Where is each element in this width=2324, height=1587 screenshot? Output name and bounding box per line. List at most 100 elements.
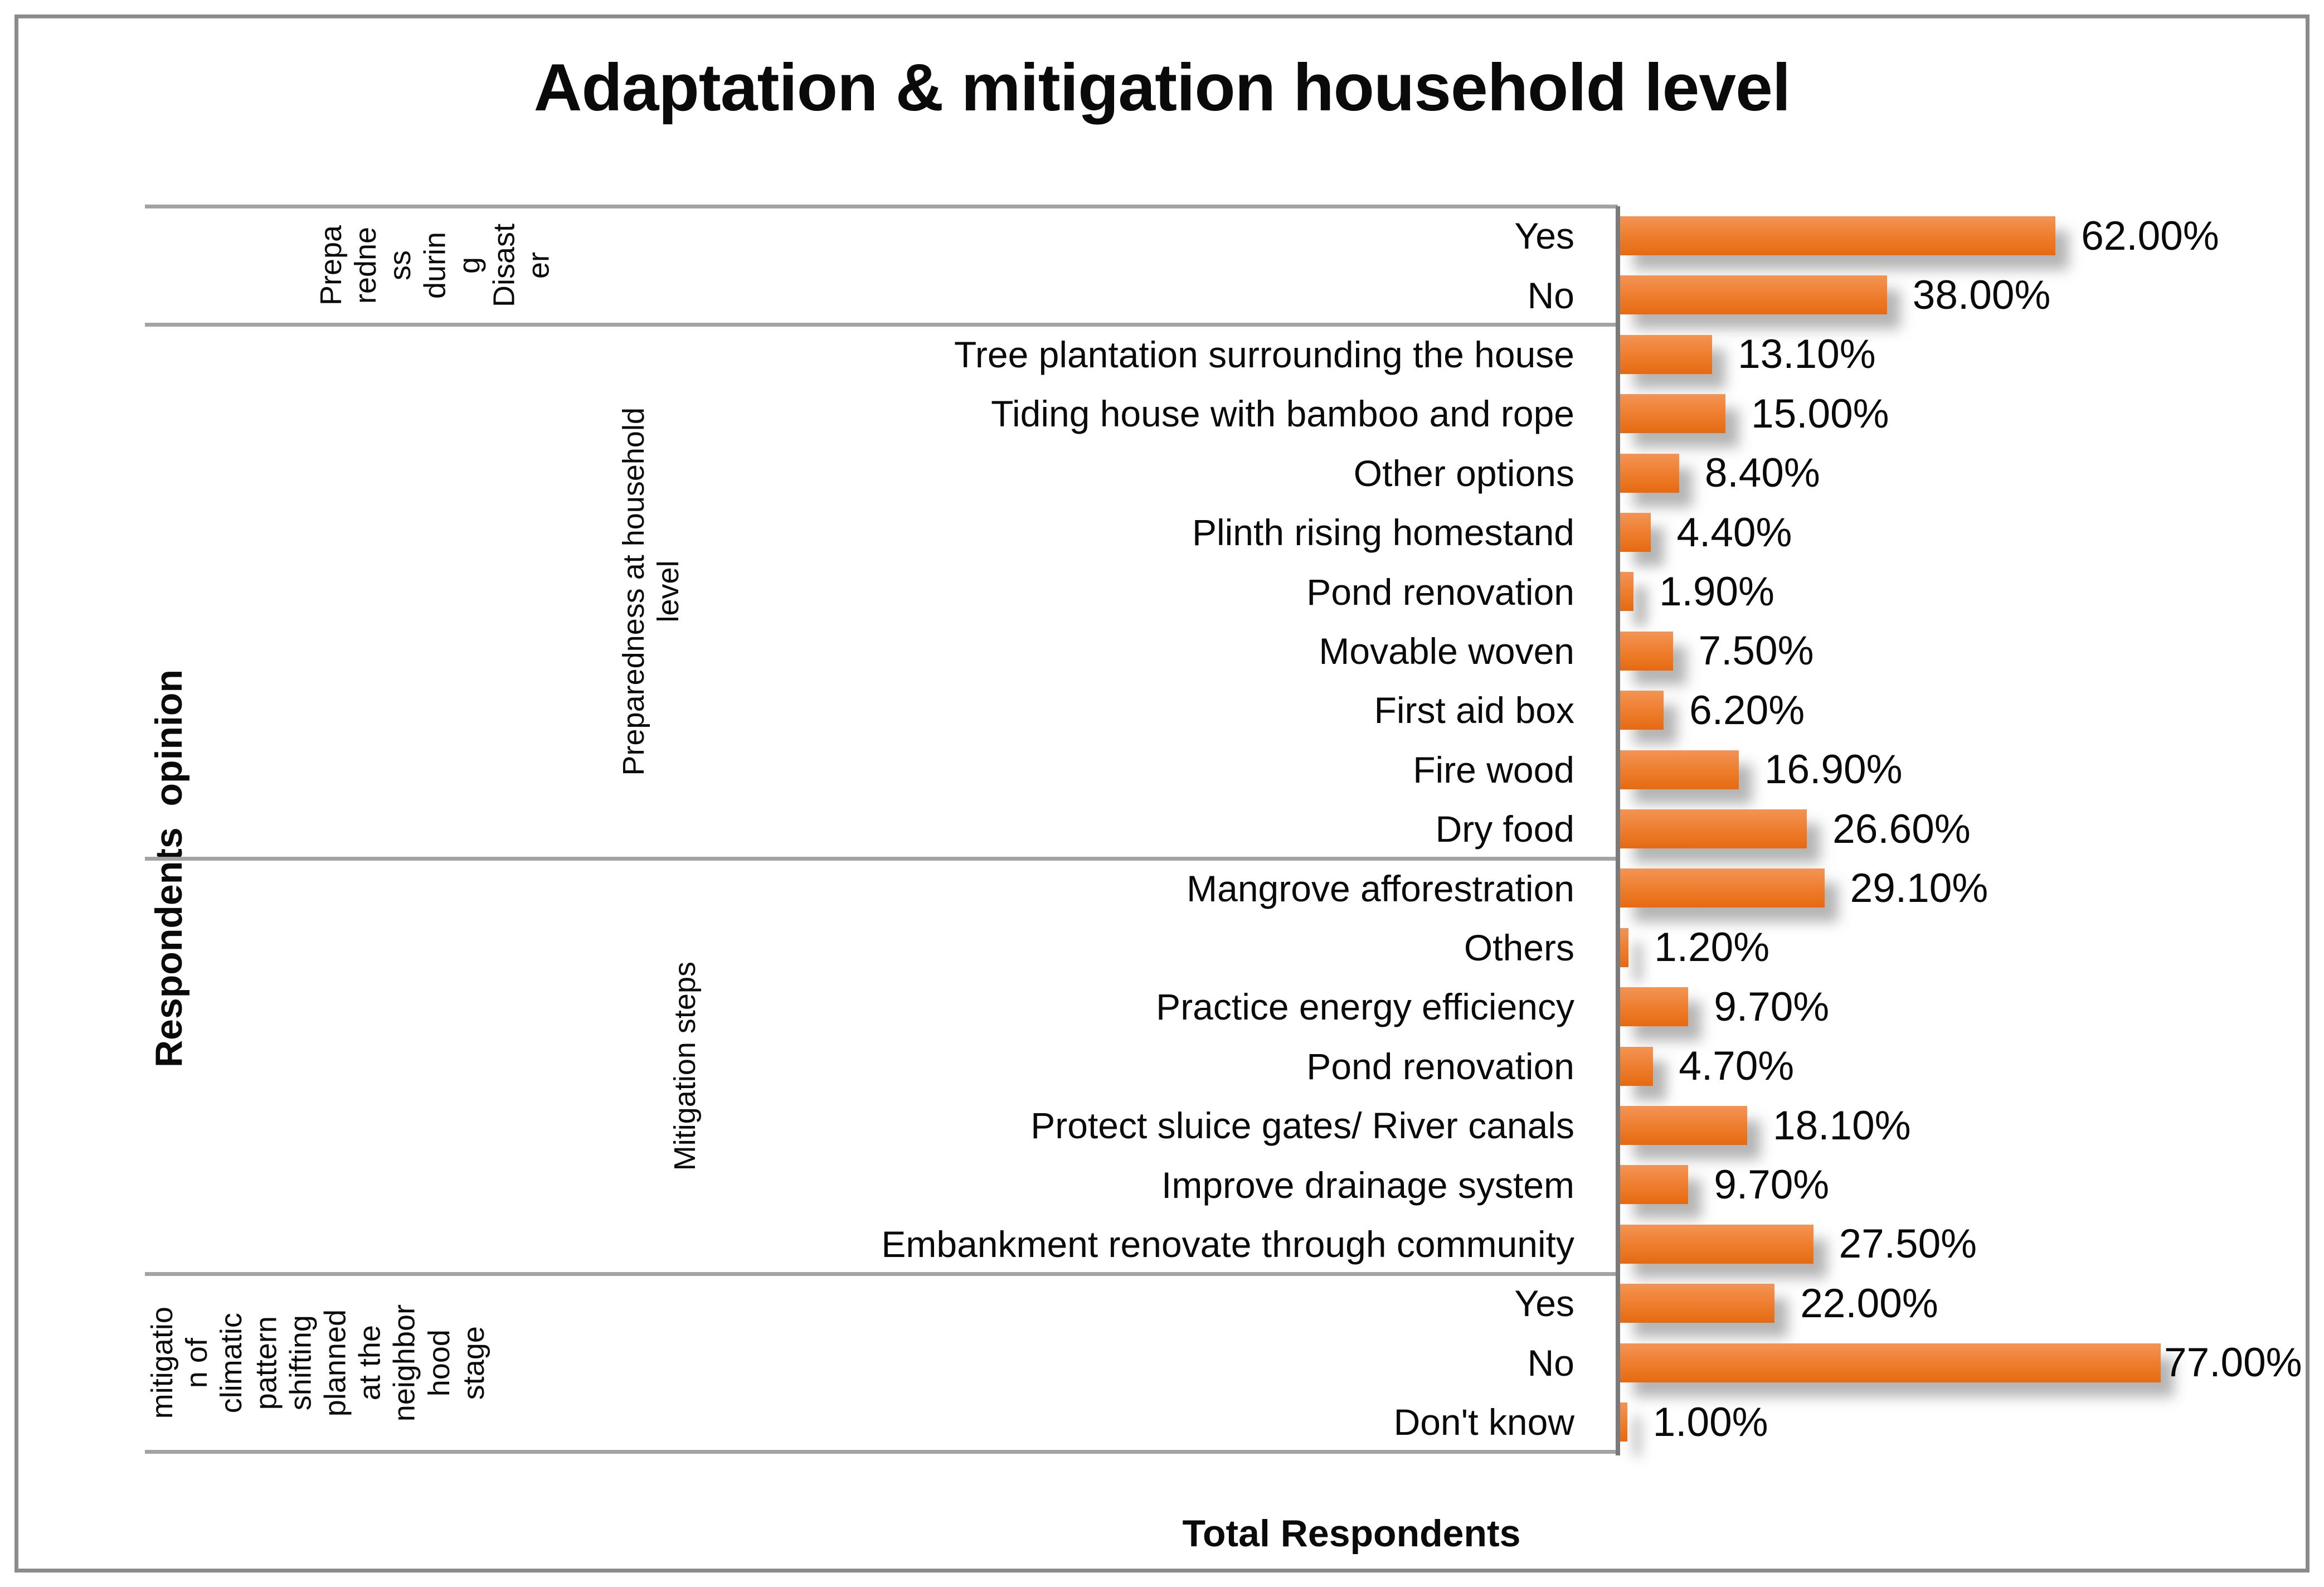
bar-row: 29.10% (1620, 858, 2304, 918)
category-label: Tiding house with bamboo and rope (991, 393, 1574, 435)
category-row: Tiding house with bamboo and rope (725, 384, 1618, 443)
group-label-cell: Mitigation steps (145, 858, 725, 1274)
category-row: Other options (725, 444, 1618, 503)
category-row: No (725, 1333, 1618, 1392)
category-label: Fire wood (1413, 749, 1574, 790)
category-label: Embankment renovate through community (881, 1223, 1574, 1265)
group-label-cell: Prepa redne ss durin g Disast er (145, 206, 725, 325)
bar-plot-area: 62.00% 38.00% 13.10% 15.00% 8.40% 4.40% 1.90% 7… (1620, 206, 2304, 1452)
group-divider-line (145, 856, 1618, 861)
value-label: 8.40% (1704, 450, 1820, 496)
value-label: 16.90% (1764, 747, 1903, 793)
bar (1620, 750, 1739, 789)
category-row: Dry food (725, 799, 1618, 858)
value-label: 9.70% (1714, 984, 1830, 1030)
value-label: 6.20% (1689, 687, 1805, 733)
bar (1620, 216, 2056, 255)
group-label: mitigatio n of climatic pattern shifting… (145, 1304, 490, 1421)
value-label: 1.90% (1659, 569, 1774, 615)
bar (1620, 809, 1807, 848)
bar (1620, 631, 1673, 671)
value-label: 15.00% (1751, 391, 1889, 436)
category-row: Practice energy efficiency (725, 977, 1618, 1036)
bar (1620, 1284, 1775, 1323)
bar-row: 8.40% (1620, 444, 2304, 503)
bar-row: 13.10% (1620, 325, 2304, 384)
category-label: First aid box (1374, 690, 1574, 731)
category-label: Protect sluice gates/ River canals (1030, 1105, 1574, 1147)
category-row: Pond renovation (725, 1037, 1618, 1096)
bar (1620, 691, 1664, 730)
bar-row: 1.20% (1620, 918, 2304, 977)
group-divider-line (145, 204, 1618, 208)
group-label-cell: Preparedness at household level (145, 325, 725, 859)
bar-row: 62.00% (1620, 206, 2304, 265)
value-label: 1.20% (1654, 925, 1770, 970)
value-label: 22.00% (1800, 1280, 1938, 1326)
category-row: Fire wood (725, 740, 1618, 799)
bar-row: 9.70% (1620, 977, 2304, 1036)
bar (1620, 453, 1679, 493)
category-label: Yes (1514, 215, 1574, 257)
category-label: Dry food (1435, 808, 1574, 850)
category-row: Mangrove afforestration (725, 858, 1618, 918)
bar (1620, 868, 1825, 908)
bar-row: 18.10% (1620, 1096, 2304, 1155)
category-row: Movable woven (725, 622, 1618, 681)
category-group-band: Mitigation steps Mangrove afforestration O… (145, 858, 1618, 1274)
category-axis-line (1616, 206, 1620, 1455)
value-label: 27.50% (1839, 1221, 1977, 1267)
value-label: 4.70% (1679, 1044, 1795, 1089)
bar (1620, 1046, 1654, 1086)
category-row: Protect sluice gates/ River canals (725, 1096, 1618, 1155)
group-label-cell: mitigatio n of climatic pattern shifting… (145, 1274, 725, 1452)
bar (1620, 1402, 1627, 1442)
group-divider-line (145, 1271, 1618, 1276)
category-row: Embankment renovate through community (725, 1215, 1618, 1274)
bar (1620, 1106, 1748, 1145)
chart-frame (14, 14, 2310, 1573)
category-row: Plinth rising homestand (725, 503, 1618, 562)
bar (1620, 987, 1689, 1027)
bar (1620, 928, 1629, 967)
category-label: Other options (1353, 452, 1574, 494)
value-label: 13.10% (1738, 332, 1876, 377)
bar (1620, 513, 1651, 552)
bar (1620, 394, 1725, 434)
category-label: Don't know (1393, 1401, 1574, 1443)
category-label: No (1527, 1342, 1574, 1384)
category-label: No (1527, 274, 1574, 316)
bar-row: 27.50% (1620, 1215, 2304, 1274)
category-label: Tree plantation surrounding the house (954, 333, 1574, 375)
bar (1620, 334, 1713, 374)
group-label: Preparedness at household level (616, 407, 685, 776)
bar-row: 15.00% (1620, 384, 2304, 443)
value-label: 26.60% (1832, 806, 1971, 852)
bar (1620, 1224, 1814, 1264)
bar-row: 38.00% (1620, 265, 2304, 324)
bar-row: 4.70% (1620, 1037, 2304, 1096)
group-label: Mitigation steps (668, 962, 702, 1171)
category-row: First aid box (725, 681, 1618, 740)
category-row: Tree plantation surrounding the house (725, 325, 1618, 384)
category-label: Movable woven (1319, 630, 1574, 672)
value-label: 7.50% (1698, 628, 1814, 674)
category-row: Don't know (725, 1392, 1618, 1452)
category-label: Pond renovation (1306, 1045, 1574, 1087)
category-group-band: Preparedness at household level Tree plan… (145, 325, 1618, 859)
category-row: Others (725, 918, 1618, 977)
category-label: Pond renovation (1306, 571, 1574, 613)
category-axis-table: Prepa redne ss durin g Disast er Yes No Pre… (145, 204, 1618, 1454)
value-label: 9.70% (1714, 1162, 1830, 1208)
group-divider-line (145, 323, 1618, 327)
category-label: Mangrove afforestration (1187, 867, 1574, 909)
category-label: Others (1464, 926, 1574, 968)
value-label: 1.00% (1652, 1399, 1768, 1445)
value-label: 38.00% (1912, 273, 2051, 318)
category-row: Yes (725, 206, 1618, 265)
bar-row: 9.70% (1620, 1155, 2304, 1214)
bar-row: 26.60% (1620, 799, 2304, 858)
chart-title: Adaptation & mitigation household level (533, 50, 1791, 125)
category-row: No (725, 265, 1618, 324)
bar (1620, 1165, 1689, 1205)
